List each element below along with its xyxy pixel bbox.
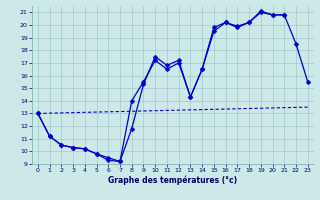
X-axis label: Graphe des températures (°c): Graphe des températures (°c) <box>108 176 237 185</box>
